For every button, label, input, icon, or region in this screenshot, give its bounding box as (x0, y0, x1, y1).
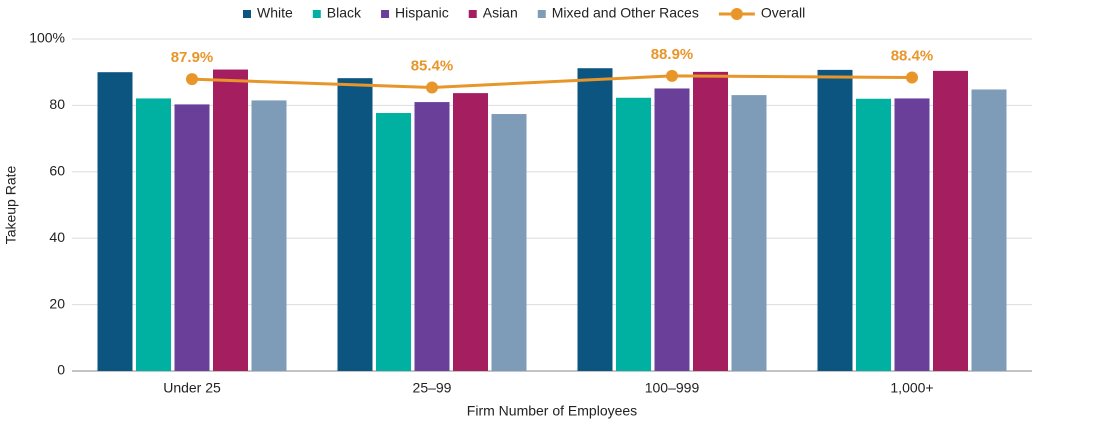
bar (971, 89, 1007, 372)
legend-swatch (537, 10, 546, 18)
legend-swatch (243, 10, 251, 18)
x-tick-label: Under 25 (163, 380, 221, 396)
legend-swatch (468, 10, 477, 18)
bar (894, 98, 930, 371)
bar (251, 100, 287, 372)
y-axis-title: Takeup Rate (3, 165, 19, 244)
bar (376, 113, 411, 371)
bar (453, 93, 488, 371)
bar (933, 70, 968, 371)
bar (491, 114, 527, 372)
bar (414, 102, 450, 371)
data-label: 87.9% (171, 49, 214, 66)
y-tick-label: 0 (57, 362, 65, 378)
bar (97, 72, 133, 371)
data-label: 85.4% (411, 57, 454, 74)
legend-label: White (257, 5, 293, 21)
bar (337, 78, 373, 372)
bar (693, 71, 728, 372)
bar (136, 98, 171, 371)
x-axis-title: Firm Number of Employees (467, 403, 637, 419)
bar (856, 98, 891, 371)
bar (731, 95, 767, 371)
x-tick-label: 1,000+ (890, 380, 933, 396)
x-tick-label: 25–99 (413, 380, 452, 396)
bar (817, 69, 853, 371)
legend-swatch (730, 8, 743, 20)
legend-label: Mixed and Other Races (552, 5, 699, 21)
line-point (426, 81, 438, 94)
legend-label: Hispanic (395, 5, 449, 21)
legend-label: Asian (483, 5, 518, 21)
legend-swatch (381, 10, 390, 18)
bar (616, 97, 651, 371)
y-tick-label: 60 (49, 163, 65, 179)
x-tick-label: 100–999 (645, 380, 700, 396)
data-label: 88.9% (651, 46, 694, 63)
bar (654, 88, 690, 371)
bar (213, 69, 248, 371)
y-tick-label: 80 (49, 96, 65, 112)
y-tick-label: 100% (29, 30, 65, 46)
line (191, 74, 913, 89)
legend-label: Black (327, 5, 362, 21)
line-point (906, 71, 918, 84)
legend-label: Overall (761, 5, 805, 21)
y-tick-label: 20 (49, 295, 65, 311)
line-point (666, 69, 678, 82)
legend-swatch (312, 10, 321, 18)
y-tick-label: 40 (49, 229, 65, 245)
data-label: 88.4% (891, 47, 934, 64)
bar (577, 68, 613, 371)
line-point (186, 73, 198, 86)
bar (174, 104, 210, 372)
